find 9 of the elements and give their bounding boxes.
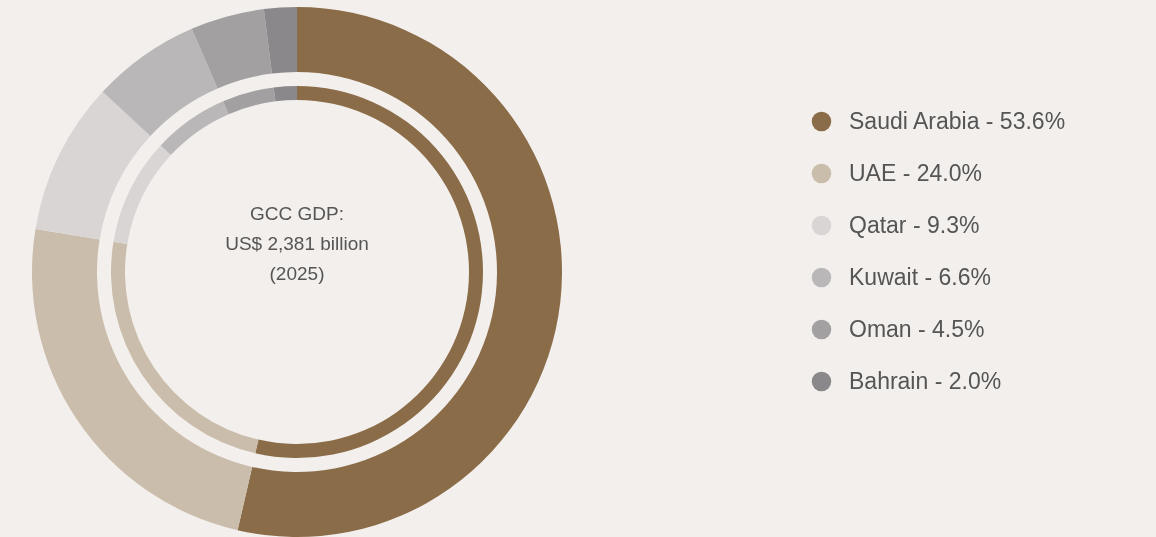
text: (2025)	[269, 263, 325, 284]
legend-label: Kuwait - 6.6%	[849, 263, 991, 290]
text: GCC GDP:	[250, 203, 344, 224]
legend-label: Bahrain - 2.0%	[849, 367, 1002, 394]
legend-label: Qatar - 9.3%	[849, 211, 980, 238]
legend-label: UAE - 24.0%	[849, 159, 982, 186]
legend-label: Saudi Arabia - 53.6%	[849, 107, 1066, 134]
legend-label: Oman - 4.5%	[849, 315, 985, 342]
text: US$ 2,381 billion	[225, 233, 369, 254]
